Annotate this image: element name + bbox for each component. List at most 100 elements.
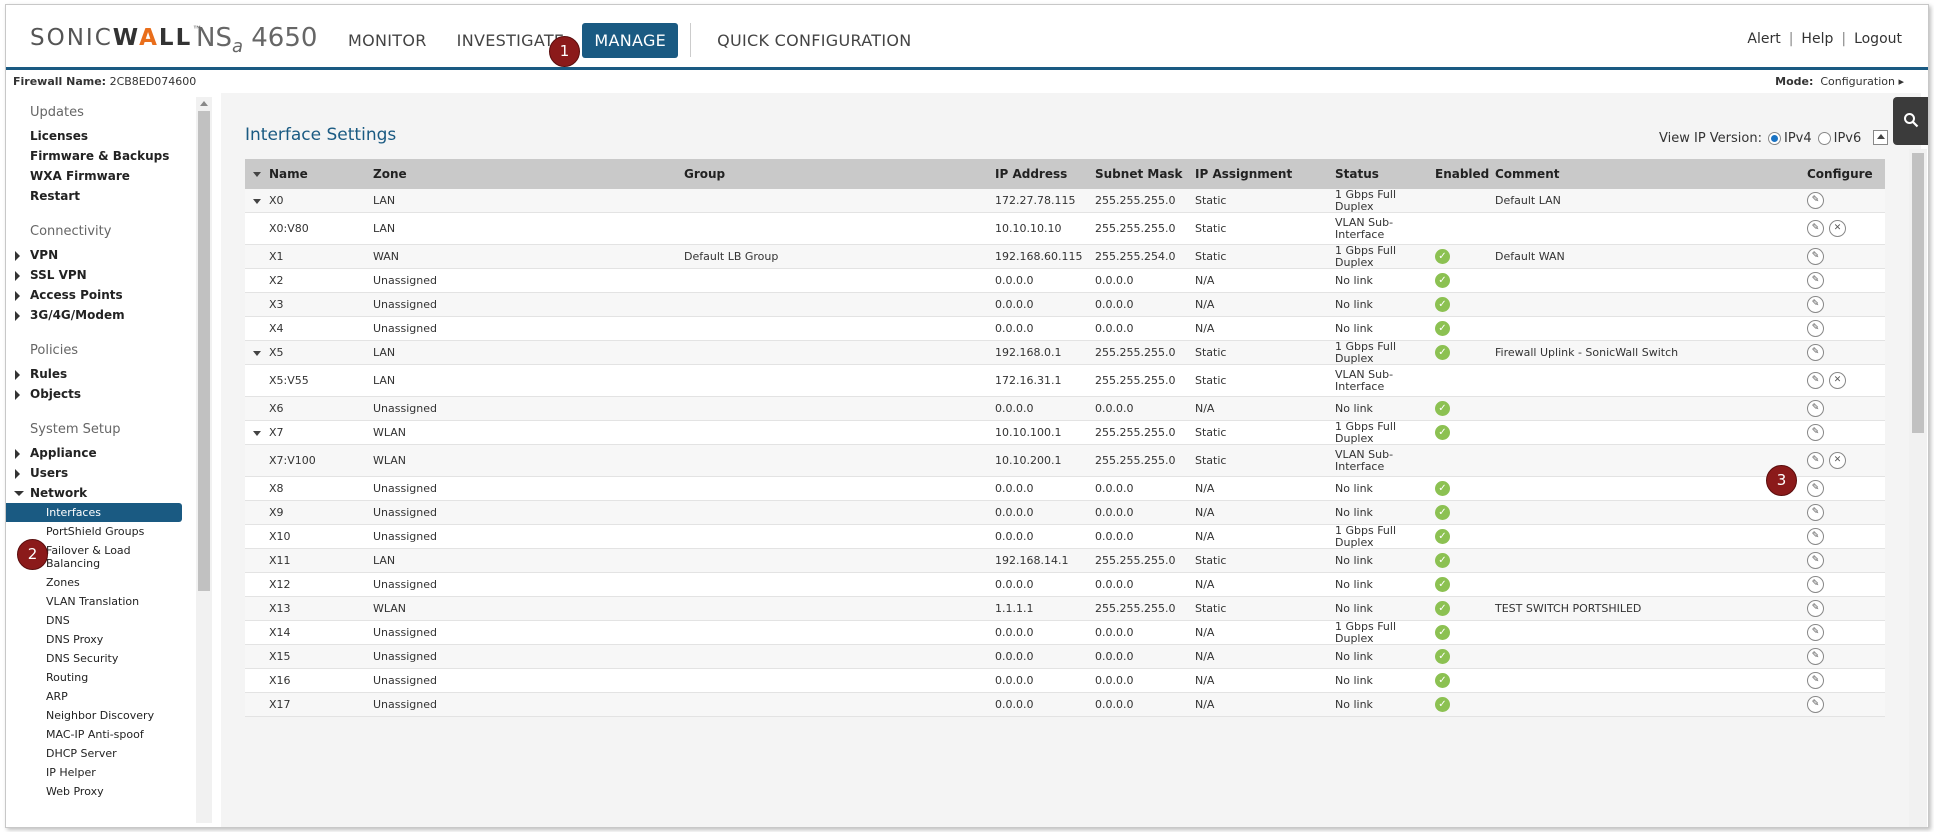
tab-manage[interactable]: MANAGE <box>582 23 679 58</box>
logout-link[interactable]: Logout <box>1854 31 1902 47</box>
sidebar-subitem-dns-proxy[interactable]: DNS Proxy <box>46 633 104 646</box>
table-row[interactable]: X7 WLAN 10.10.100.1 255.255.255.0 Static 1 Gb… <box>245 420 1885 445</box>
col-name[interactable]: Name <box>245 167 369 181</box>
col-comment[interactable]: Comment <box>1495 167 1560 181</box>
delete-icon[interactable]: ✕ <box>1829 372 1846 389</box>
col-subnet-mask[interactable]: Subnet Mask <box>1095 167 1183 181</box>
edit-icon[interactable]: ✎ <box>1807 372 1824 389</box>
sidebar-subitem-mac-ip-anti-spoof[interactable]: MAC-IP Anti-spoof <box>46 728 144 741</box>
sidebar-subitem-vlan-translation[interactable]: VLAN Translation <box>46 595 140 608</box>
table-row[interactable]: X12 Unassigned 0.0.0.0 0.0.0.0 N/A No link ✓ ✎ <box>245 573 1885 597</box>
sidebar-item-objects[interactable]: Objects <box>6 384 182 404</box>
sidebar-item-restart[interactable]: Restart <box>30 189 81 203</box>
edit-icon[interactable]: ✎ <box>1807 192 1824 209</box>
tab-investigate[interactable]: INVESTIGATE <box>456 31 565 50</box>
edit-icon[interactable]: ✎ <box>1807 672 1824 689</box>
edit-icon[interactable]: ✎ <box>1807 576 1824 593</box>
table-row[interactable]: X8 Unassigned 0.0.0.0 0.0.0.0 N/A No link ✓ ✎ <box>245 477 1885 501</box>
table-row[interactable]: X0 LAN 172.27.78.115 255.255.255.0 Static 1 G… <box>245 188 1885 213</box>
table-row[interactable]: X17 Unassigned 0.0.0.0 0.0.0.0 N/A No link ✓ ✎ <box>245 693 1885 717</box>
sidebar-subitem-routing[interactable]: Routing <box>46 671 89 684</box>
ipv4-radio[interactable] <box>1767 132 1781 145</box>
table-row[interactable]: X14 Unassigned 0.0.0.0 0.0.0.0 N/A 1 Gbps Ful… <box>245 620 1885 645</box>
sidebar-item-access-points[interactable]: Access Points <box>6 285 182 305</box>
help-link[interactable]: Help <box>1801 31 1834 47</box>
edit-icon[interactable]: ✎ <box>1807 320 1824 337</box>
sidebar-item-firmware-backups[interactable]: Firmware & Backups <box>30 149 170 163</box>
sidebar-subitem-neighbor-discovery[interactable]: Neighbor Discovery <box>46 709 155 722</box>
edit-icon[interactable]: ✎ <box>1807 480 1824 497</box>
table-row[interactable]: X9 Unassigned 0.0.0.0 0.0.0.0 N/A No link ✓ ✎ <box>245 501 1885 525</box>
tab-quick-configuration[interactable]: QUICK CONFIGURATION <box>717 31 912 50</box>
sidebar-subitem-zones[interactable]: Zones <box>46 576 80 589</box>
tab-monitor[interactable]: MONITOR <box>348 31 427 50</box>
sidebar-subitem-dns[interactable]: DNS <box>46 614 70 627</box>
col-zone[interactable]: Zone <box>373 167 407 181</box>
main-scrollbar[interactable] <box>1909 149 1927 827</box>
table-row[interactable]: X10 Unassigned 0.0.0.0 0.0.0.0 N/A 1 Gbps Ful… <box>245 524 1885 549</box>
table-row[interactable]: X4 Unassigned 0.0.0.0 0.0.0.0 N/A No link ✓ ✎ <box>245 317 1885 341</box>
expand-toggle-icon[interactable] <box>253 350 261 356</box>
ipv6-radio[interactable] <box>1817 132 1831 145</box>
table-row[interactable]: X3 Unassigned 0.0.0.0 0.0.0.0 N/A No link ✓ ✎ <box>245 293 1885 317</box>
delete-icon[interactable]: ✕ <box>1829 452 1846 469</box>
sidebar-item-3g-4g-modem[interactable]: 3G/4G/Modem <box>6 305 182 325</box>
sidebar-subitem-web-proxy[interactable]: Web Proxy <box>46 785 104 798</box>
sidebar-item-vpn[interactable]: VPN <box>6 245 182 265</box>
collapse-panel-button[interactable] <box>1873 130 1888 145</box>
sidebar-item-ssl-vpn[interactable]: SSL VPN <box>6 265 182 285</box>
edit-icon[interactable]: ✎ <box>1807 296 1824 313</box>
edit-icon[interactable]: ✎ <box>1807 400 1824 417</box>
sidebar-item-users[interactable]: Users <box>6 463 182 483</box>
edit-icon[interactable]: ✎ <box>1807 504 1824 521</box>
col-enabled[interactable]: Enabled <box>1435 167 1490 181</box>
sidebar-subitem-portshield-groups[interactable]: PortShield Groups <box>46 525 145 538</box>
delete-icon[interactable]: ✕ <box>1829 220 1846 237</box>
col-ip-assignment[interactable]: IP Assignment <box>1195 167 1293 181</box>
main-scroll-thumb[interactable] <box>1912 153 1924 433</box>
alert-link[interactable]: Alert <box>1747 31 1781 47</box>
sidebar-item-licenses[interactable]: Licenses <box>30 129 88 143</box>
scroll-up-icon[interactable] <box>200 101 208 106</box>
edit-icon[interactable]: ✎ <box>1807 552 1824 569</box>
sidebar-scrollbar[interactable] <box>196 97 212 823</box>
table-row[interactable]: X7:V100 WLAN 10.10.200.1 255.255.255.0 Stati… <box>245 445 1885 477</box>
table-row[interactable]: X13 WLAN 1.1.1.1 255.255.255.0 Static No link… <box>245 597 1885 621</box>
edit-icon[interactable]: ✎ <box>1807 424 1824 441</box>
table-row[interactable]: X0:V80 LAN 10.10.10.10 255.255.255.0 Static V… <box>245 213 1885 245</box>
table-row[interactable]: X11 LAN 192.168.14.1 255.255.255.0 Static No … <box>245 549 1885 573</box>
sidebar-item-appliance[interactable]: Appliance <box>6 443 182 463</box>
sidebar-subitem-ip-helper[interactable]: IP Helper <box>46 766 96 779</box>
edit-icon[interactable]: ✎ <box>1807 248 1824 265</box>
edit-icon[interactable]: ✎ <box>1807 696 1824 713</box>
col-group[interactable]: Group <box>684 167 726 181</box>
edit-icon[interactable]: ✎ <box>1807 452 1824 469</box>
sidebar-item-wxa-firmware[interactable]: WXA Firmware <box>30 169 130 183</box>
edit-icon[interactable]: ✎ <box>1807 528 1824 545</box>
edit-icon[interactable]: ✎ <box>1807 600 1824 617</box>
mode-indicator[interactable]: Mode: Configuration ▸ <box>1775 75 1904 88</box>
search-panel-button[interactable] <box>1893 97 1928 145</box>
table-row[interactable]: X5:V55 LAN 172.16.31.1 255.255.255.0 Static V… <box>245 365 1885 397</box>
table-row[interactable]: X2 Unassigned 0.0.0.0 0.0.0.0 N/A No link ✓ ✎ <box>245 269 1885 293</box>
table-row[interactable]: X1 WAN Default LB Group 192.168.60.115 255.2… <box>245 244 1885 269</box>
table-row[interactable]: X16 Unassigned 0.0.0.0 0.0.0.0 N/A No link ✓ ✎ <box>245 669 1885 693</box>
edit-icon[interactable]: ✎ <box>1807 648 1824 665</box>
sidebar-subitem-arp[interactable]: ARP <box>46 690 68 703</box>
sidebar-scroll-thumb[interactable] <box>198 111 210 591</box>
edit-icon[interactable]: ✎ <box>1807 272 1824 289</box>
sidebar-subitem-dns-security[interactable]: DNS Security <box>46 652 119 665</box>
sidebar-item-network[interactable]: Network <box>6 483 182 503</box>
sidebar-item-rules[interactable]: Rules <box>6 364 182 384</box>
expand-toggle-icon[interactable] <box>253 198 261 204</box>
table-row[interactable]: X15 Unassigned 0.0.0.0 0.0.0.0 N/A No link ✓ ✎ <box>245 645 1885 669</box>
col-ip-address[interactable]: IP Address <box>995 167 1068 181</box>
edit-icon[interactable]: ✎ <box>1807 624 1824 641</box>
edit-icon[interactable]: ✎ <box>1807 344 1824 361</box>
expand-toggle-icon[interactable] <box>253 430 261 436</box>
col-status[interactable]: Status <box>1335 167 1379 181</box>
sidebar-subitem-dhcp-server[interactable]: DHCP Server <box>46 747 117 760</box>
sidebar-subitem-interfaces[interactable]: Interfaces <box>6 503 182 522</box>
edit-icon[interactable]: ✎ <box>1807 220 1824 237</box>
table-row[interactable]: X5 LAN 192.168.0.1 255.255.255.0 Static 1 Gbp… <box>245 340 1885 365</box>
